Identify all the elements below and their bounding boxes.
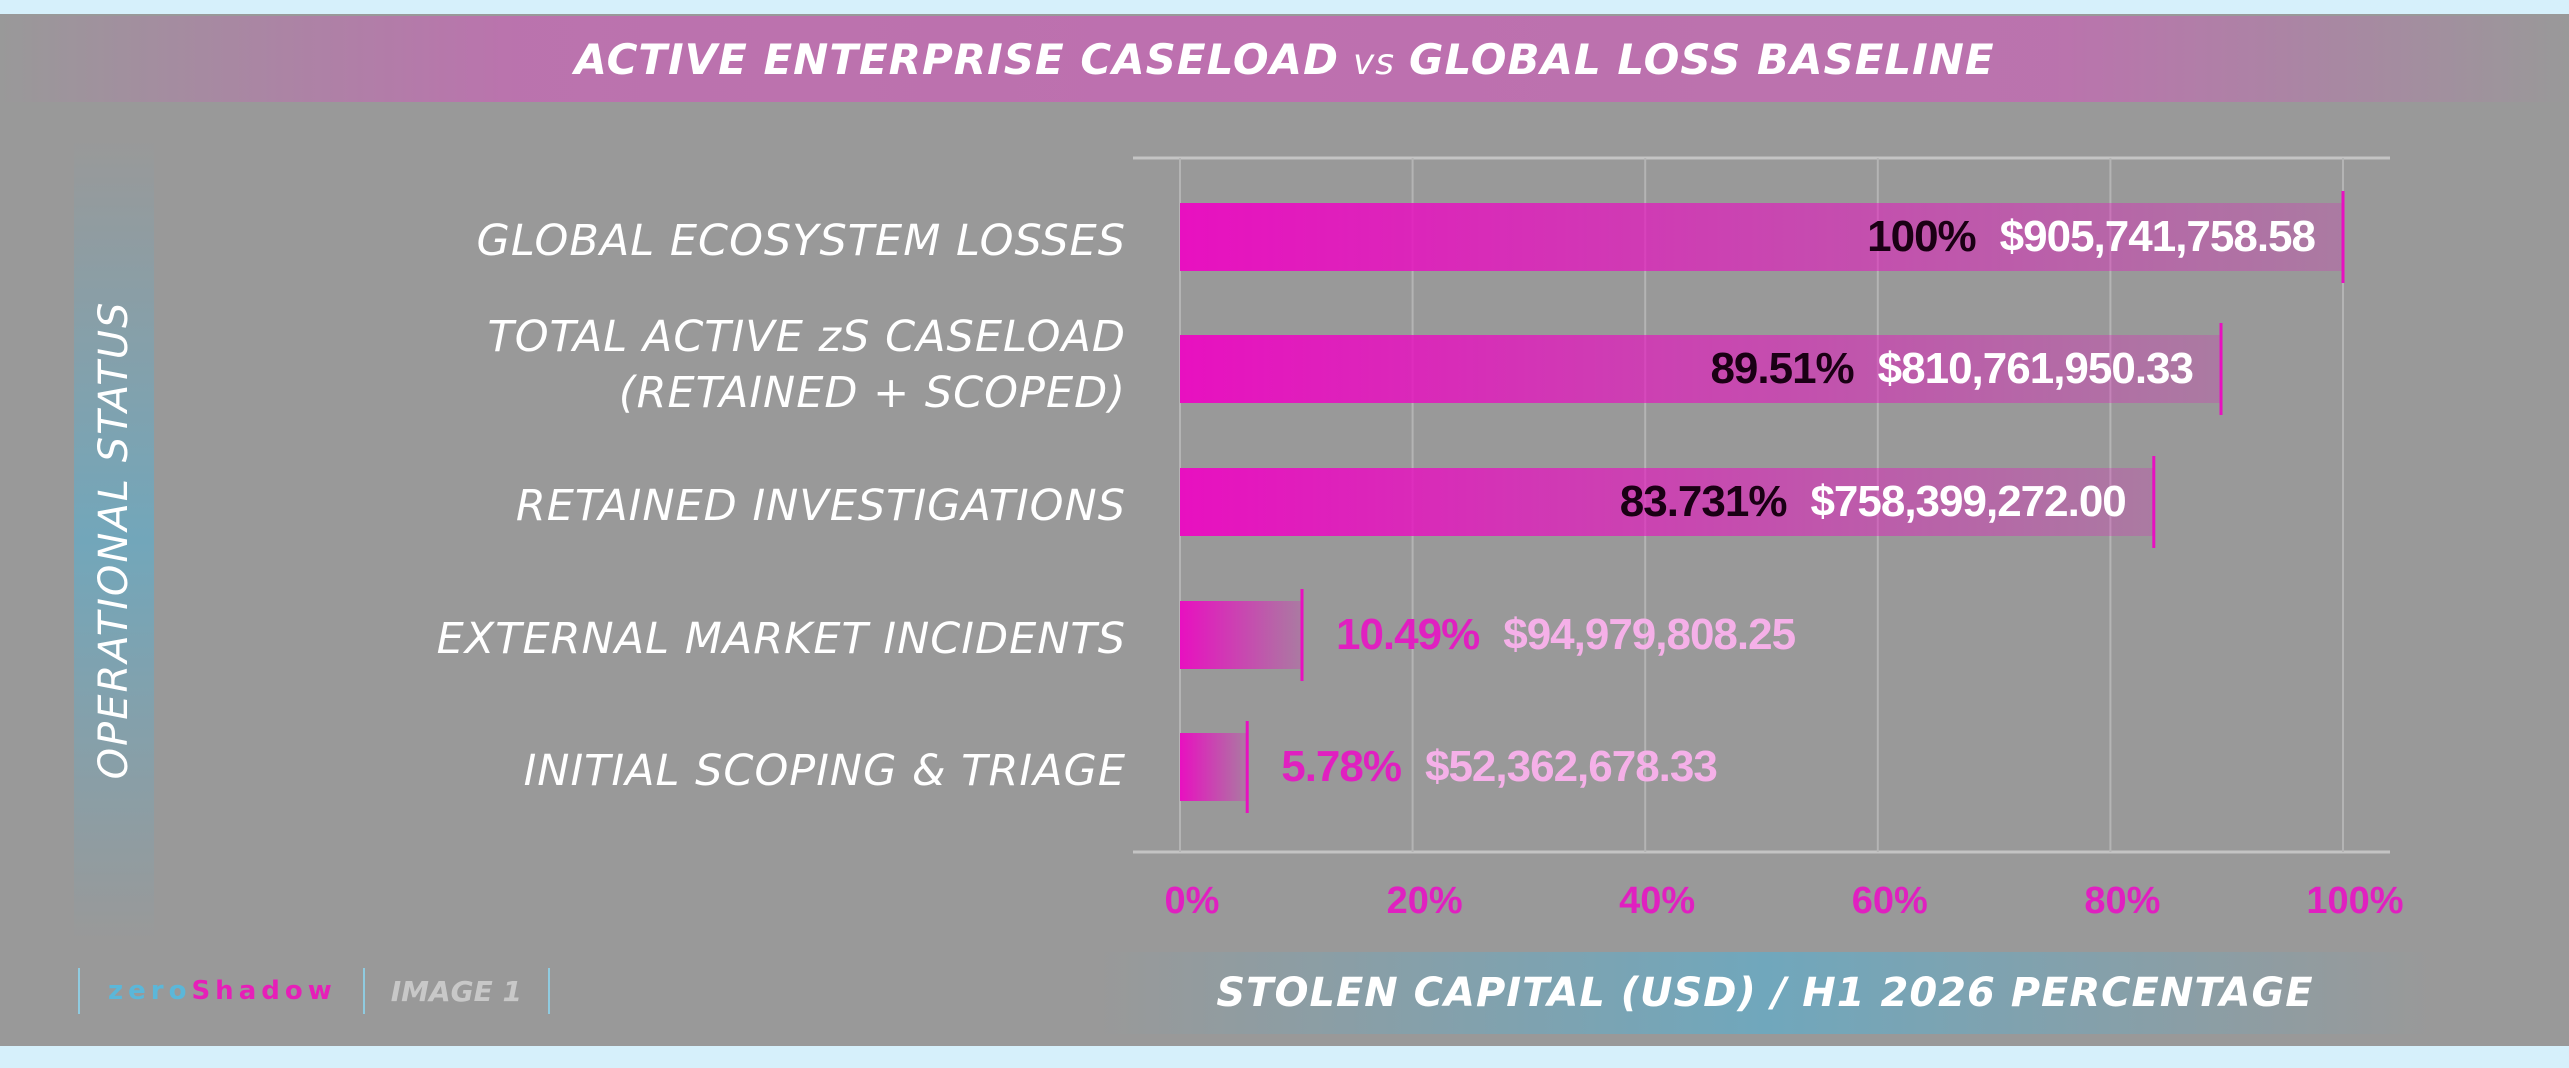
usd-label: $758,399,272.00: [1810, 477, 2125, 526]
category-label-line: GLOBAL ECOSYSTEM LOSSES: [476, 216, 1126, 266]
category-label-line: INITIAL SCOPING & TRIAGE: [523, 746, 1126, 796]
usd-label: $905,741,758.58: [2000, 212, 2316, 261]
bar: [1180, 203, 2343, 271]
value-label: 10.49% $94,979,808.25: [1336, 610, 1796, 659]
category-label: RETAINED INVESTIGATIONS: [516, 478, 1126, 534]
bar: [1180, 335, 2222, 403]
chart-title: ACTIVE ENTERPRISE CASELOAD vs GLOBAL LOSS …: [574, 35, 1994, 84]
usd-label: $810,761,950.33: [1878, 344, 2193, 393]
brand-shadow: Shadow: [191, 976, 337, 1006]
category-label-line: EXTERNAL MARKET INCIDENTS: [436, 614, 1126, 664]
x-tick-label: 0%: [1165, 880, 1220, 922]
value-label: 5.78% $52,362,678.33: [1281, 742, 1717, 791]
value-label: 100% $905,741,758.58: [1867, 212, 2315, 261]
x-tick-label: 20%: [1387, 880, 1463, 922]
category-label-line: (RETAINED + SCOPED): [618, 368, 1126, 418]
category-label-line: RETAINED INVESTIGATIONS: [515, 481, 1126, 531]
x-tick-label: 60%: [1852, 880, 1928, 922]
title-vs: vs: [1352, 41, 1395, 83]
x-axis-title: STOLEN CAPITAL (USD) / H1 2026 PERCENTAG…: [1216, 970, 2314, 1016]
title-left: ACTIVE ENTERPRISE CASELOAD: [574, 34, 1339, 84]
pct-label: 5.78%: [1281, 742, 1401, 791]
category-label: INITIAL SCOPING & TRIAGE: [524, 743, 1126, 799]
pct-label: 83.731%: [1620, 477, 1787, 526]
pct-label: 10.49%: [1336, 610, 1479, 659]
pct-label: 89.51%: [1710, 344, 1853, 393]
x-axis-title-band: STOLEN CAPITAL (USD) / H1 2026 PERCENTAG…: [1100, 952, 2430, 1034]
title-right: GLOBAL LOSS BASELINE: [1409, 34, 1995, 84]
pct-label: 100%: [1867, 212, 1976, 261]
brand-divider: [362, 968, 365, 1014]
bar: [1180, 733, 1248, 801]
x-tick-label: 40%: [1619, 880, 1695, 922]
x-tick-label: 80%: [2084, 880, 2160, 922]
x-tick-label: 100%: [2306, 880, 2403, 922]
category-label-line: TOTAL ACTIVE zS CASELOAD: [487, 312, 1126, 362]
value-label: 89.51% $810,761,950.33: [1710, 344, 2193, 393]
brand-divider-end: [548, 968, 551, 1014]
category-label: TOTAL ACTIVE zS CASELOAD (RETAINED + SCOP…: [487, 309, 1126, 421]
image-tag: IMAGE 1: [390, 974, 523, 1008]
title-band: ACTIVE ENTERPRISE CASELOAD vs GLOBAL LOSS …: [0, 16, 2569, 102]
value-label: 83.731% $758,399,272.00: [1620, 477, 2126, 526]
category-label: EXTERNAL MARKET INCIDENTS: [437, 611, 1126, 667]
brand-zero: zero: [108, 976, 192, 1006]
bar: [1180, 601, 1302, 669]
bar: [1180, 468, 2154, 536]
usd-label: $94,979,808.25: [1503, 610, 1795, 659]
category-label: GLOBAL ECOSYSTEM LOSSES: [477, 213, 1126, 269]
side-band: [74, 140, 154, 940]
usd-label: $52,362,678.33: [1425, 742, 1717, 791]
footer-brand: zero Shadow IMAGE 1: [78, 968, 551, 1014]
